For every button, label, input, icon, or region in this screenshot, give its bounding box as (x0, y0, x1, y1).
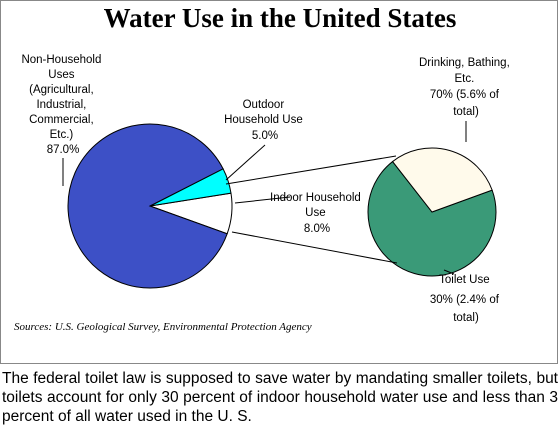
chart: Water Use in the United States Non-House… (14, 3, 513, 333)
label-drinking: Drinking, Bathing, Etc. 70% (5.6% of tot… (419, 57, 513, 118)
label-toilet: Toilet Use 30% (2.4% of total) (430, 274, 502, 324)
leader-line (231, 231, 398, 264)
slice-toilet-use (391, 147, 493, 213)
slice-drinking-bathing-etc (367, 160, 497, 277)
label-non-household: Non-Household Uses (Agricultural, Indust… (21, 54, 104, 156)
leader-line (225, 144, 266, 181)
leader-line (225, 155, 397, 185)
leader-line (443, 269, 455, 275)
main-pie (67, 123, 233, 289)
slice-non-household-uses-agricultural-industrial-commercial-etc (67, 123, 228, 289)
leader-lines (62, 121, 467, 275)
chart-source: Sources: U.S. Geological Survey, Environ… (14, 321, 312, 333)
leader-line (234, 196, 291, 204)
label-indoor: Indoor Household Use 8.0% (270, 192, 364, 235)
breakout-pie (367, 147, 497, 277)
chart-title: Water Use in the United States (104, 3, 457, 33)
label-outdoor: Outdoor Household Use 5.0% (224, 99, 306, 142)
chart-frame (0, 0, 558, 364)
caption: The federal toilet law is supposed to sa… (2, 370, 558, 425)
